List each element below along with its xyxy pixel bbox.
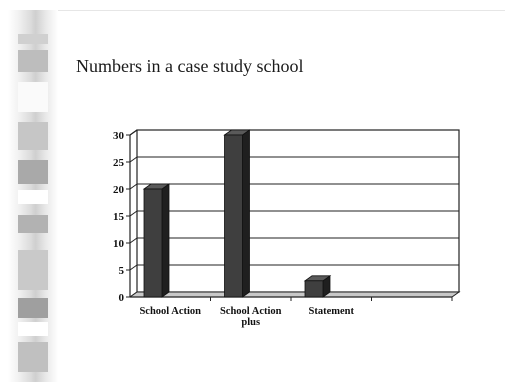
y-tick-label: 15 (113, 211, 125, 223)
bar (224, 134, 243, 298)
y-tick-label: 5 (119, 265, 125, 277)
bar-side (242, 129, 250, 298)
plot-floor (128, 291, 461, 298)
decorative-strip (8, 10, 58, 382)
y-tick-label: 0 (119, 292, 125, 304)
x-category-label: School Action (220, 306, 282, 317)
y-tick-depth (129, 264, 138, 271)
y-axis-top (129, 129, 138, 136)
bar (143, 188, 163, 298)
y-tick-label: 30 (113, 130, 125, 142)
y-tick-label: 10 (113, 238, 125, 250)
slide-title: Numbers in a case study school (76, 56, 304, 76)
y-tick-label: 20 (113, 184, 125, 196)
top-rule (48, 10, 505, 11)
bar (304, 280, 324, 298)
bar-side (161, 183, 170, 298)
y-tick-depth (129, 237, 138, 244)
y-tick-depth (129, 210, 138, 217)
y-tick-label: 25 (113, 157, 125, 169)
x-category-label: Statement (309, 306, 355, 317)
x-category-label: plus (241, 317, 260, 328)
x-category-label: School Action (139, 306, 201, 317)
y-tick-depth (129, 156, 138, 163)
y-tick-depth (129, 183, 138, 190)
